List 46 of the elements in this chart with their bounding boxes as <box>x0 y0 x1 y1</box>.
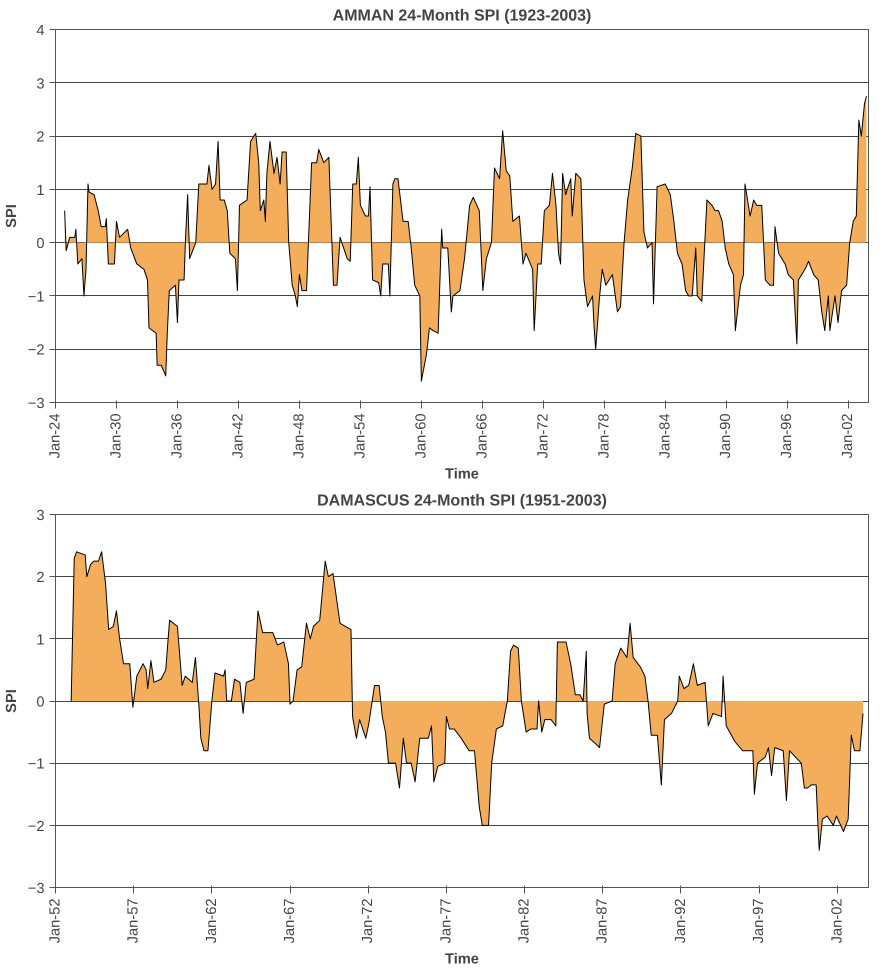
y-tick-label: 1 <box>36 182 45 199</box>
y-tick-label: 2 <box>36 570 45 586</box>
x-tick-label: Jan-02 <box>840 413 856 458</box>
y-tick-label: 2 <box>36 130 45 146</box>
y-tick-label: 0 <box>36 236 45 252</box>
x-tick-label: Jan-48 <box>291 413 308 458</box>
chart-title: AMMAN 24-Month SPI (1923-2003) <box>332 8 592 24</box>
y-tick-label: 3 <box>36 508 45 524</box>
x-tick-label: Jan-82 <box>516 898 533 944</box>
x-tick-label: Jan-77 <box>438 898 454 944</box>
x-tick-label: Jan-92 <box>672 898 689 944</box>
x-tick-label: Jan-54 <box>352 413 368 458</box>
x-tick-label: Jan-02 <box>829 898 846 944</box>
y-tick-label: −2 <box>28 342 45 359</box>
x-tick-label: Jan-36 <box>169 413 186 458</box>
x-tick-label: Jan-84 <box>657 413 674 458</box>
y-tick-label: 3 <box>36 76 45 92</box>
y-tick-label: −1 <box>28 289 45 306</box>
x-tick-label: Jan-87 <box>594 898 611 944</box>
x-tick-label: Jan-30 <box>108 413 124 458</box>
x-tick-label: Jan-57 <box>126 898 142 944</box>
x-tick-label: Jan-72 <box>360 898 376 944</box>
y-tick-label: −3 <box>28 881 45 897</box>
x-tick-label: Jan-78 <box>596 413 612 458</box>
y-axis-title: SPI <box>4 689 20 713</box>
x-tick-label: Jan-62 <box>204 898 220 944</box>
x-tick-label: Jan-67 <box>282 898 298 944</box>
x-axis-title: Time <box>445 951 479 968</box>
y-tick-label: −2 <box>28 818 45 835</box>
y-tick-label: −1 <box>28 756 45 773</box>
x-tick-label: Jan-72 <box>535 413 552 458</box>
y-tick-label: 4 <box>36 23 45 39</box>
x-tick-label: Jan-90 <box>718 413 734 458</box>
x-tick-label: Jan-52 <box>48 898 64 944</box>
x-tick-label: Jan-66 <box>474 413 490 458</box>
x-tick-label: Jan-97 <box>751 898 768 944</box>
y-tick-label: −3 <box>28 396 45 412</box>
x-tick-label: Jan-60 <box>413 413 430 458</box>
x-tick-label: Jan-42 <box>230 413 246 458</box>
y-tick-label: 0 <box>36 694 45 710</box>
x-tick-label: Jan-96 <box>779 413 796 458</box>
chart-title: DAMASCUS 24-Month SPI (1951-2003) <box>317 492 607 510</box>
x-axis-title: Time <box>445 466 479 482</box>
y-axis-title: SPI <box>4 204 20 228</box>
y-tick-label: 1 <box>36 632 45 648</box>
x-tick-label: Jan-24 <box>48 413 64 458</box>
